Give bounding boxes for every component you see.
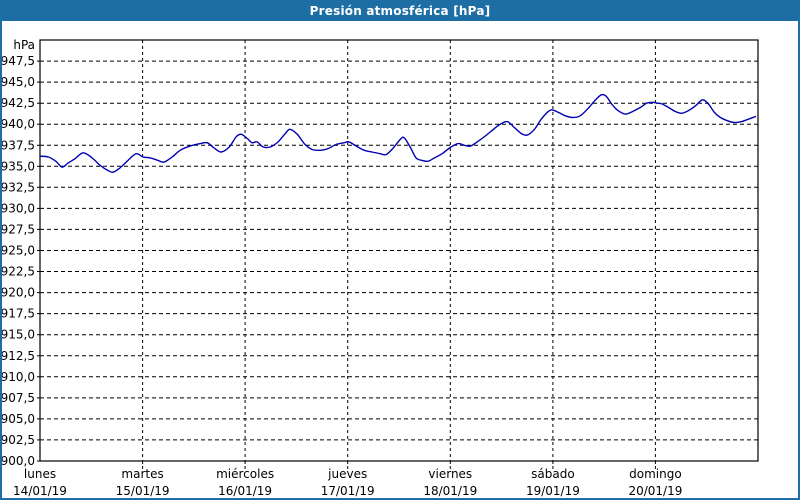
day-name-label: martes: [121, 467, 163, 481]
y-tick-label: 937,5: [1, 138, 35, 152]
day-name-label: lunes: [24, 467, 56, 481]
day-name-label: sábado: [531, 467, 575, 481]
y-tick-label: 902,5: [1, 433, 35, 447]
plot-border: [39, 39, 759, 462]
y-tick-label: 947,5: [1, 54, 35, 68]
y-tick-label: 935,0: [1, 159, 35, 173]
day-date-label: 17/01/19: [321, 484, 375, 498]
y-tick-label: 940,0: [1, 117, 35, 131]
window-title-bar: Presión atmosférica [hPa]: [0, 0, 800, 21]
y-tick-label: 945,0: [1, 75, 35, 89]
day-date-label: 20/01/19: [628, 484, 682, 498]
y-tick-label: 900,0: [1, 454, 35, 468]
y-tick-label: 905,0: [1, 412, 35, 426]
y-tick-label: 925,0: [1, 244, 35, 258]
day-name-label: jueves: [327, 467, 367, 481]
pressure-line: [39, 93, 757, 173]
y-tick-label: 907,5: [1, 391, 35, 405]
y-tick-label: 912,5: [1, 349, 35, 363]
y-tick-label: 917,5: [1, 307, 35, 321]
y-tick-label: 910,0: [1, 370, 35, 384]
day-date-label: 16/01/19: [218, 484, 272, 498]
y-tick-label: 932,5: [1, 180, 35, 194]
page-title: Presión atmosférica [hPa]: [309, 3, 491, 18]
y-tick-label: 915,0: [1, 328, 35, 342]
y-tick-label: 922,5: [1, 265, 35, 279]
y-tick-label: 920,0: [1, 286, 35, 300]
day-date-label: 15/01/19: [116, 484, 170, 498]
unit-label: hPa: [13, 38, 35, 52]
day-date-label: 18/01/19: [423, 484, 477, 498]
day-name-label: viernes: [428, 467, 472, 481]
y-tick-label: 942,5: [1, 96, 35, 110]
day-name-label: miércoles: [216, 467, 274, 481]
day-date-label: 14/01/19: [13, 484, 67, 498]
y-tick-label: 930,0: [1, 201, 35, 215]
y-tick-label: 927,5: [1, 222, 35, 236]
day-date-label: 19/01/19: [526, 484, 580, 498]
day-name-label: domingo: [629, 467, 682, 481]
